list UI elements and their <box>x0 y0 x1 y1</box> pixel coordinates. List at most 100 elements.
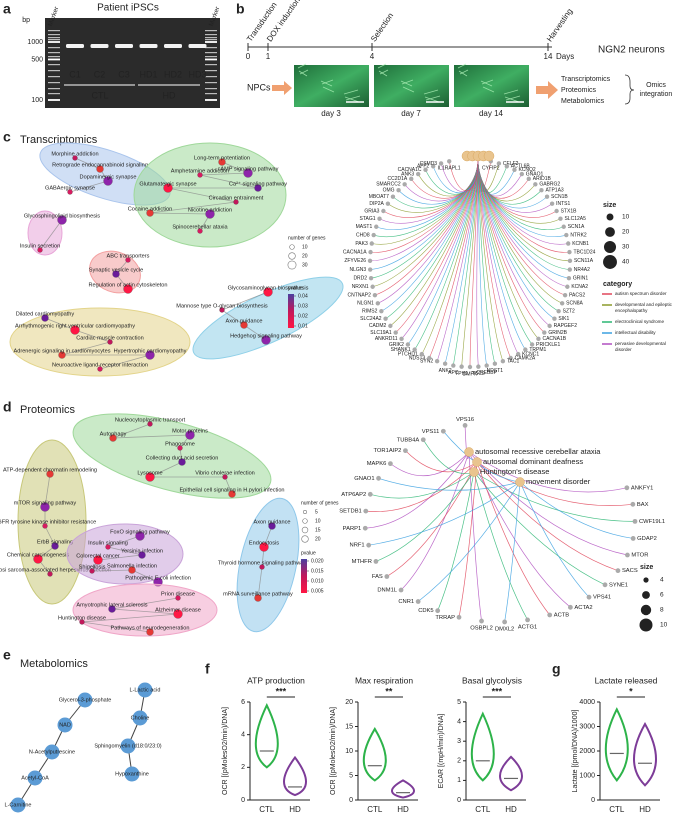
term-node <box>41 314 49 322</box>
term-node <box>112 270 120 278</box>
brace <box>624 74 635 105</box>
gene-label: CDK5 <box>418 608 433 614</box>
gene-node <box>479 618 484 624</box>
image-label: day 7 <box>401 109 421 118</box>
cluster <box>27 210 63 256</box>
term-label: Circadian entrainment <box>209 195 264 201</box>
gene-label: SLC24A2 <box>360 316 382 322</box>
plot-title: Max respiration <box>355 675 413 685</box>
ladder-band <box>48 93 60 95</box>
gene-label: PARP1 <box>343 526 362 532</box>
gene-node <box>456 614 462 620</box>
edge <box>107 535 141 548</box>
gene-edge <box>477 159 568 288</box>
gene-label: SCN1A <box>568 224 585 230</box>
ladder-band <box>205 39 217 41</box>
gene-label: NLGN3 <box>350 267 367 273</box>
term-node <box>233 199 239 205</box>
term-node <box>96 165 104 173</box>
gene-node <box>566 275 572 281</box>
term-label: Kaposi sarcoma-associated herpesvirus in… <box>0 567 111 573</box>
gene-label: SLC19A1 <box>370 330 392 336</box>
legend-label: 0.015 <box>311 568 324 574</box>
gene-label: CWF19L1 <box>639 519 665 525</box>
term-label: Thyroid hormone signaling pathway <box>218 560 307 566</box>
neurite <box>482 86 495 93</box>
term-label: Collecting duct acid secretion <box>146 455 219 461</box>
panel-title: Metabolomics <box>20 658 88 670</box>
gene-label: SIK1 <box>558 316 569 322</box>
legend-label: 10 <box>660 622 668 629</box>
gene-node <box>542 330 547 335</box>
x-tick-label: HD <box>397 805 409 814</box>
metabolite-label: Acetyl-CoA <box>21 775 49 781</box>
x-tick-label: CTL <box>367 805 383 814</box>
term-label: Colorectal cancer <box>76 553 120 559</box>
gene-label: NR4A2 <box>574 267 590 273</box>
edge <box>81 621 151 633</box>
term-label: Salmonella infection <box>107 563 157 569</box>
y-tick-label: 0 <box>349 797 353 804</box>
term-node <box>259 564 265 570</box>
cell-type: NGN2 neurons <box>598 45 665 56</box>
metabolite-label: N-Acetylputrescine <box>29 749 75 755</box>
sample-band <box>90 44 109 48</box>
gene-node <box>500 359 506 364</box>
size-legend-circle <box>301 535 309 543</box>
gene-label: NLGN1 <box>357 301 374 307</box>
legend-title: size <box>640 564 653 571</box>
term-node <box>51 542 59 550</box>
gene-label: CNR1 <box>398 599 414 605</box>
gene-node <box>559 301 565 306</box>
term-label: Cocaine addiction <box>128 206 172 212</box>
gene-node <box>403 448 408 454</box>
gene-node <box>502 619 508 625</box>
gene-label: STX1B <box>561 208 578 214</box>
term-label: Yersinia infection <box>121 548 163 554</box>
metabolite-node <box>137 682 153 698</box>
term-label: Cardiac muscle contraction <box>76 335 143 341</box>
term-label: FoxO signaling pathway <box>110 529 170 535</box>
neurite <box>400 80 413 87</box>
x-tick-label: CTL <box>259 805 275 814</box>
disease-label: autosomal dominant deafness <box>483 457 583 466</box>
neurite <box>297 63 307 69</box>
neurite <box>379 69 389 75</box>
term-node <box>47 571 53 577</box>
legend-label: 15 <box>315 527 321 533</box>
y-tick-label: 5 <box>349 772 353 779</box>
gene-label: DRD2 <box>353 276 367 282</box>
metabolite-node <box>27 770 43 786</box>
edge <box>111 597 179 610</box>
legend-label: 5 <box>315 509 318 515</box>
term-node <box>218 158 226 166</box>
term-node <box>145 472 155 482</box>
gene-node <box>586 594 592 600</box>
gene-label: ATP6AP2 <box>341 492 366 498</box>
gene-node <box>566 241 571 246</box>
gene-node <box>377 216 382 221</box>
term-label: Motor proteins <box>172 428 208 434</box>
gene-node <box>427 355 432 361</box>
gene-node <box>547 612 553 618</box>
gene-node <box>434 359 440 364</box>
gene-edge <box>375 471 475 562</box>
size-legend-circle <box>301 526 309 534</box>
edge <box>131 569 159 583</box>
term-label: Huntington disease <box>58 615 106 621</box>
sample-band <box>139 44 158 48</box>
legend-label: 20 <box>302 253 308 259</box>
gene-edge <box>392 159 479 209</box>
gel <box>45 18 220 108</box>
edge <box>149 461 183 478</box>
gene-label: ACTG1 <box>518 624 537 630</box>
term-label: Glycosaminoglycan biosynthesis <box>228 285 309 291</box>
gene-node <box>388 323 393 329</box>
term-node <box>135 531 145 541</box>
gene-edge <box>387 159 479 213</box>
gene-node <box>544 194 550 199</box>
gene-node <box>549 201 555 206</box>
gene-edge <box>390 451 470 477</box>
